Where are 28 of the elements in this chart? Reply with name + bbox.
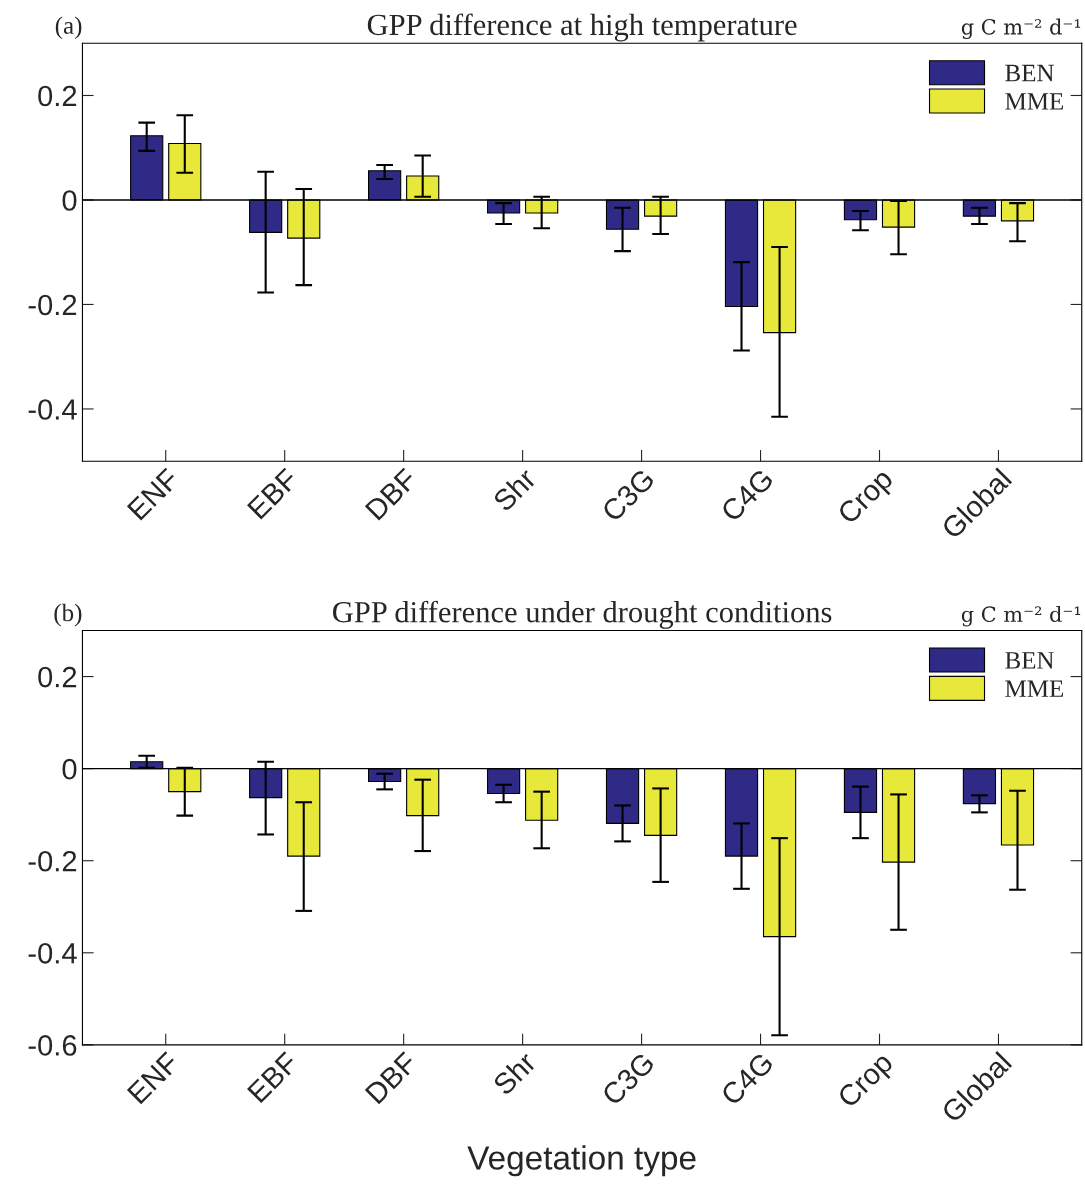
x-tick-label: C4G [719, 468, 775, 523]
y-tick-label: 0.2 [38, 666, 77, 688]
legend-label: BEN [1005, 652, 1054, 669]
x-tick-label: C3G [600, 468, 656, 523]
text: (b) [54, 603, 82, 627]
x-tick-label: C4G [719, 1051, 775, 1107]
text: (a) [55, 16, 82, 40]
x-tick-label: Crop [836, 467, 898, 529]
y-tick-label: 0.2 [38, 85, 77, 107]
text: g C m⁻² d⁻¹ [961, 605, 1081, 627]
y-tick-label: -0.4 [28, 399, 77, 420]
chart-title: GPP difference under drought conditions [333, 600, 832, 629]
x-tick-label: C3G [600, 1051, 656, 1107]
y-tick-label: 0 [62, 190, 77, 211]
legend-label: MME [1005, 93, 1063, 110]
y-tick-label: -0.2 [28, 294, 77, 316]
text: g C m⁻² d⁻¹ [961, 18, 1081, 40]
y-tick-label: -0.2 [28, 850, 77, 872]
y-tick-label: 0 [62, 758, 77, 780]
chart-title: GPP difference at high temperature [367, 13, 797, 42]
x-tick-label: Crop [836, 1051, 898, 1113]
legend-label: BEN [1005, 64, 1054, 82]
y-tick-label: -0.4 [28, 943, 77, 964]
x-tick-label: Shr [491, 1050, 538, 1097]
legend-label: MME [1005, 680, 1063, 697]
x-tick-label: Shr [491, 466, 538, 513]
y-tick-label: -0.6 [28, 1035, 77, 1056]
x-axis-title: Vegetation type [467, 1145, 696, 1177]
